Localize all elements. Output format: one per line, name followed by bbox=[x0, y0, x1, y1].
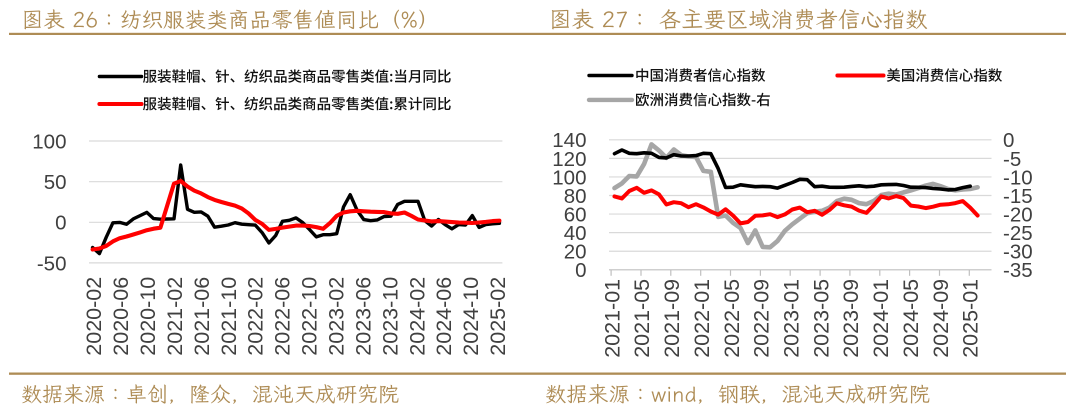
svg-text:2021-06: 2021-06 bbox=[190, 277, 214, 356]
svg-text:80: 80 bbox=[564, 185, 587, 208]
svg-text:60: 60 bbox=[564, 204, 587, 227]
svg-text:0: 0 bbox=[55, 212, 66, 235]
svg-text:20: 20 bbox=[564, 241, 587, 264]
svg-text:0: 0 bbox=[1003, 129, 1014, 152]
svg-text:2024-05: 2024-05 bbox=[899, 279, 923, 358]
svg-text:0: 0 bbox=[575, 259, 586, 282]
svg-text:2021-02: 2021-02 bbox=[163, 277, 187, 356]
svg-text:2023-05: 2023-05 bbox=[809, 279, 833, 358]
svg-text:2024-01: 2024-01 bbox=[869, 279, 893, 358]
svg-text:-15: -15 bbox=[1003, 185, 1033, 208]
svg-text:2021-01: 2021-01 bbox=[600, 279, 624, 358]
svg-text:50: 50 bbox=[44, 171, 67, 194]
svg-text:2020-06: 2020-06 bbox=[109, 277, 133, 356]
svg-text:-20: -20 bbox=[1003, 204, 1033, 227]
svg-text:100: 100 bbox=[32, 130, 66, 153]
svg-text:2022-01: 2022-01 bbox=[690, 279, 714, 358]
svg-text:-10: -10 bbox=[1003, 166, 1033, 189]
svg-text:-30: -30 bbox=[1003, 241, 1033, 264]
svg-text:2024-06: 2024-06 bbox=[432, 277, 456, 356]
svg-text:2023-09: 2023-09 bbox=[839, 279, 863, 358]
svg-text:2022-06: 2022-06 bbox=[271, 277, 295, 356]
svg-text:2025-01: 2025-01 bbox=[959, 279, 983, 358]
svg-text:2023-06: 2023-06 bbox=[351, 277, 375, 356]
svg-text:2023-02: 2023-02 bbox=[325, 277, 349, 356]
svg-text:-5: -5 bbox=[1003, 148, 1021, 171]
svg-text:2024-09: 2024-09 bbox=[929, 279, 953, 358]
svg-text:2023-10: 2023-10 bbox=[378, 277, 402, 356]
svg-text:2021-09: 2021-09 bbox=[660, 279, 684, 358]
svg-text:100: 100 bbox=[552, 166, 586, 189]
svg-text:2022-10: 2022-10 bbox=[298, 277, 322, 356]
svg-text:2025-02: 2025-02 bbox=[486, 277, 510, 356]
svg-text:120: 120 bbox=[552, 148, 586, 171]
svg-text:2020-10: 2020-10 bbox=[136, 277, 160, 356]
svg-text:2022-05: 2022-05 bbox=[720, 279, 744, 358]
svg-text:2020-02: 2020-02 bbox=[82, 277, 106, 356]
svg-text:2024-10: 2024-10 bbox=[459, 277, 483, 356]
svg-text:2021-05: 2021-05 bbox=[630, 279, 654, 358]
svg-text:2023-01: 2023-01 bbox=[780, 279, 804, 358]
svg-text:-35: -35 bbox=[1003, 259, 1033, 282]
svg-text:2021-10: 2021-10 bbox=[217, 277, 241, 356]
svg-text:2024-02: 2024-02 bbox=[405, 277, 429, 356]
svg-text:2022-02: 2022-02 bbox=[244, 277, 268, 356]
svg-text:-50: -50 bbox=[37, 252, 67, 275]
svg-text:40: 40 bbox=[564, 222, 587, 245]
svg-text:-25: -25 bbox=[1003, 222, 1033, 245]
svg-text:140: 140 bbox=[552, 129, 586, 152]
svg-text:2022-09: 2022-09 bbox=[750, 279, 774, 358]
